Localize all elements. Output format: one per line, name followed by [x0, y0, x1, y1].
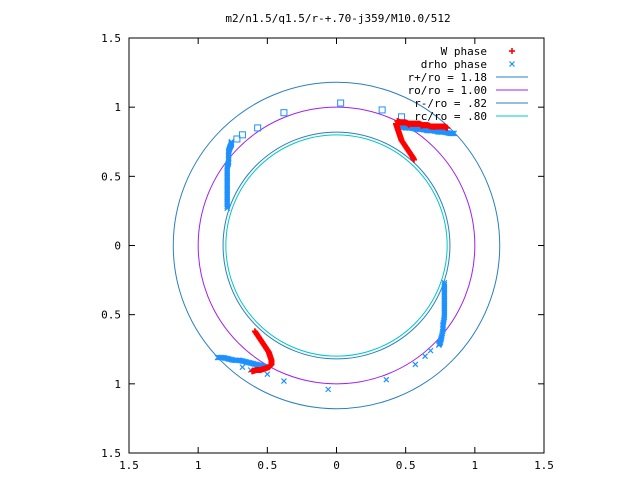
reference-circle	[197, 106, 476, 385]
y-tick-label: 1.5	[101, 32, 121, 45]
drho-phase-point	[239, 364, 246, 371]
legend-label: rc/ro = .80	[414, 110, 487, 123]
x-tick-label: 1.5	[534, 459, 554, 472]
drho-phase-mark	[325, 386, 332, 393]
drho-phase-mark	[422, 353, 428, 360]
y-tick-label: 0.5	[101, 170, 121, 183]
drho-phase-mark	[243, 359, 250, 365]
drho-phase-point	[412, 361, 419, 368]
reference-circle	[222, 131, 451, 360]
w-phase-point	[249, 368, 256, 375]
drho-phase-mark	[412, 361, 419, 368]
drho-phase-mark	[242, 358, 249, 365]
drho-phase-square	[254, 124, 262, 132]
drho-phase-mark	[427, 347, 434, 354]
y-tick-label: 1	[114, 101, 121, 114]
drho-phase-point	[449, 130, 455, 137]
drho-phase-point	[422, 353, 428, 360]
x-tick-label: 1	[472, 459, 479, 472]
drho-phase-mark	[222, 355, 229, 362]
reference-circle	[225, 134, 448, 357]
chart-title: m2/n1.5/q1.5/r-+.70-j359/M10.0/512	[225, 12, 450, 25]
drho-phase-mark	[264, 371, 271, 378]
legend-label: r+/ro = 1.18	[408, 71, 487, 84]
y-tick-label: 0	[114, 240, 121, 253]
drho-phase-mark	[281, 378, 287, 384]
w-phase-point	[418, 122, 425, 129]
drho-phase-square	[337, 99, 345, 107]
drho-phase-point	[228, 138, 235, 145]
w-phase-point	[509, 48, 515, 54]
legend-label: ro/ro = 1.00	[408, 84, 487, 97]
drho-phase-mark	[251, 361, 258, 368]
drho-phase-mark	[225, 356, 232, 362]
drho-phase-mark	[435, 342, 442, 349]
drho-phase-mark	[228, 138, 235, 145]
drho-phase-mark	[238, 357, 244, 364]
y-tick-label: 0.5	[101, 309, 121, 322]
x-tick-label: 0	[333, 459, 340, 472]
legend-label: W phase	[441, 45, 487, 58]
drho-phase-mark	[254, 361, 261, 368]
drho-phase-mark	[227, 356, 233, 363]
drho-phase-mark	[245, 359, 251, 366]
drho-phase-mark	[239, 358, 246, 364]
x-tick-label: 1.5	[119, 459, 139, 472]
drho-phase-square	[280, 109, 288, 117]
axis-ticks: 1.5 1 0.5 0 0.5 1 1.51.510.500.511.5	[101, 32, 554, 472]
data-points	[214, 48, 515, 393]
x-tick-label: 1	[195, 459, 202, 472]
x-tick-label: 0.5	[396, 459, 416, 472]
drho-phase-mark	[450, 130, 456, 137]
x-tick-label: 0.5	[257, 459, 277, 472]
y-tick-label: 1.5	[101, 447, 121, 460]
drho-phase-mark	[451, 130, 458, 137]
drho-phase-point	[325, 386, 332, 393]
drho-phase-mark	[224, 355, 231, 362]
drho-phase-square	[233, 135, 241, 143]
drho-phase-mark	[247, 360, 254, 367]
drho-phase-mark	[256, 362, 262, 369]
drho-phase-mark	[246, 359, 253, 366]
drho-phase-point	[383, 376, 390, 383]
drho-phase-mark	[221, 354, 228, 361]
drho-phase-square	[238, 131, 246, 139]
drho-phase-point	[451, 130, 458, 137]
w-phase-point	[410, 156, 417, 163]
drho-phase-point	[450, 130, 456, 137]
drho-phase-mark	[239, 364, 246, 371]
reference-circle	[172, 81, 501, 410]
w-phase-point	[431, 123, 438, 130]
drho-phase-mark	[250, 360, 257, 367]
drho-phase-point	[427, 347, 434, 354]
drho-phase-point	[435, 342, 442, 349]
drho-phase-mark	[449, 130, 455, 137]
legend-label: drho phase	[421, 58, 487, 71]
legend-marker	[509, 61, 515, 67]
legend-label: r-/ro = .82	[414, 97, 487, 110]
reference-circles	[172, 81, 501, 410]
drho-phase-mark	[383, 376, 390, 383]
drho-phase-mark	[220, 354, 226, 361]
drho-phase-point	[281, 378, 287, 384]
w-phase-point	[405, 121, 412, 128]
y-tick-label: 1	[114, 378, 121, 391]
drho-phase-mark	[253, 361, 260, 368]
w-phase-point	[444, 124, 451, 131]
drho-phase-mark	[236, 357, 243, 364]
drho-phase-mark	[240, 358, 247, 365]
drho-phase-mark	[249, 360, 256, 367]
drho-phase-mark	[509, 61, 515, 67]
drho-phase-point	[264, 371, 271, 378]
drho-phase-square	[378, 106, 386, 114]
